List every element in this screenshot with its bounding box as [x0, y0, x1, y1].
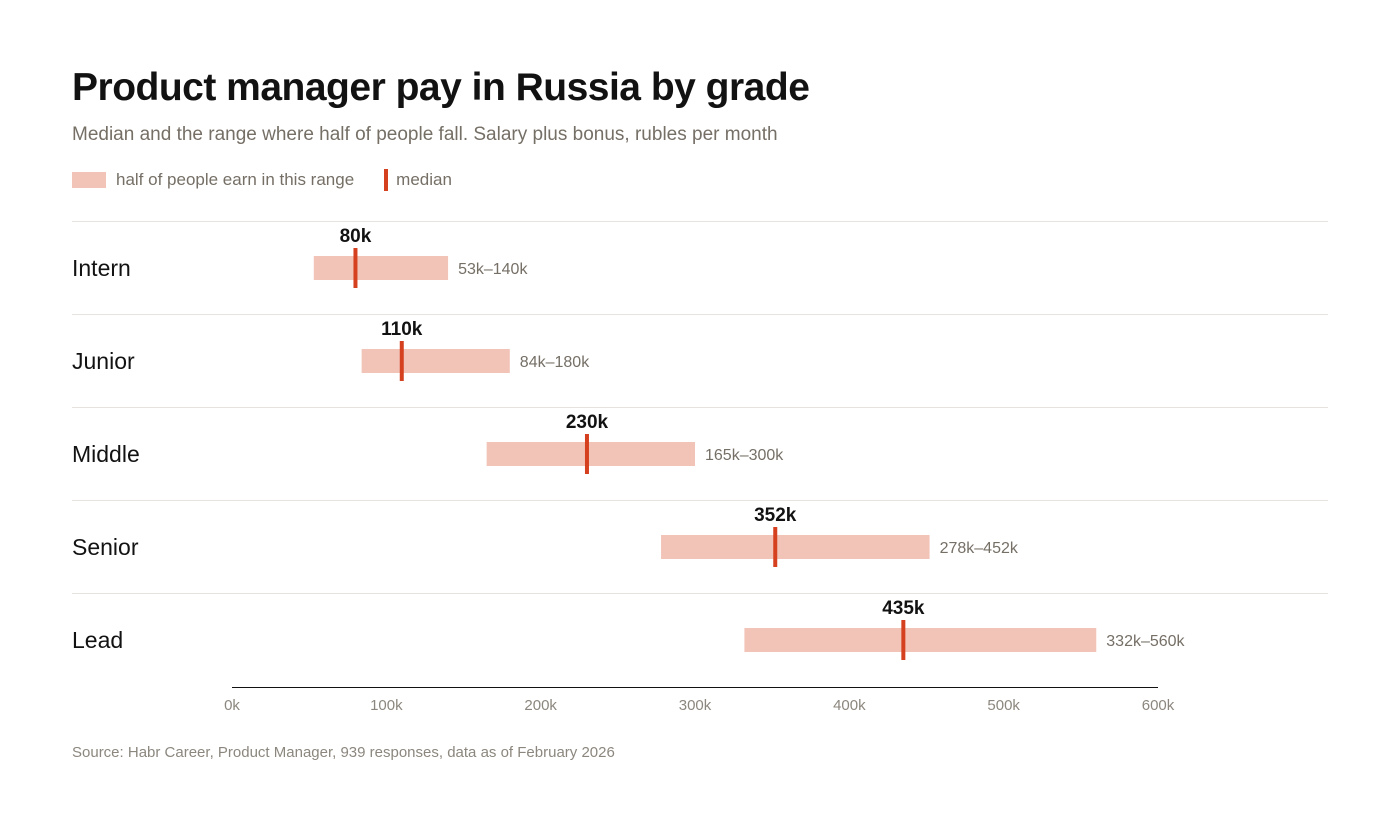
chart-title: Product manager pay in Russia by grade [72, 66, 810, 109]
range-bar [744, 628, 1097, 652]
median-value-label: 435k [882, 598, 925, 619]
median-value-label: 230k [566, 412, 609, 433]
legend-median-swatch [384, 169, 389, 191]
median-marker [773, 527, 778, 567]
x-tick-label: 300k [679, 697, 712, 714]
median-value-label: 80k [340, 226, 372, 247]
grade-label: Lead [72, 627, 123, 653]
legend: half of people earn in this range median [72, 168, 452, 192]
range-value-label: 165k–300k [705, 447, 784, 464]
median-marker [353, 248, 358, 288]
x-tick-label: 100k [370, 697, 403, 714]
range-bar [661, 535, 930, 559]
range-value-label: 53k–140k [458, 261, 528, 278]
range-bar [313, 256, 449, 280]
median-value-label: 352k [754, 505, 797, 526]
x-tick-label: 200k [524, 697, 557, 714]
range-value-label: 332k–560k [1106, 633, 1185, 650]
x-tick-label: 0k [224, 697, 240, 714]
x-tick-label: 500k [987, 697, 1020, 714]
x-tick-label: 400k [833, 697, 866, 714]
grade-label: Senior [72, 534, 139, 560]
range-bar [486, 442, 695, 466]
range-value-label: 278k–452k [940, 540, 1019, 557]
legend-range-swatch [72, 172, 106, 188]
x-tick-label: 600k [1142, 697, 1175, 714]
range-bar [361, 349, 510, 373]
grade-label: Junior [72, 348, 135, 374]
chart-subtitle: Median and the range where half of peopl… [72, 124, 778, 145]
median-marker [399, 341, 404, 381]
grade-label: Middle [72, 441, 140, 467]
source-note: Source: Habr Career, Product Manager, 93… [72, 744, 615, 761]
grade-label: Intern [72, 255, 131, 281]
median-marker [901, 620, 906, 660]
range-value-label: 84k–180k [520, 354, 590, 371]
median-value-label: 110k [381, 319, 423, 340]
legend-median-label: median [396, 170, 452, 189]
median-marker [584, 434, 589, 474]
legend-range-label: half of people earn in this range [116, 170, 355, 189]
